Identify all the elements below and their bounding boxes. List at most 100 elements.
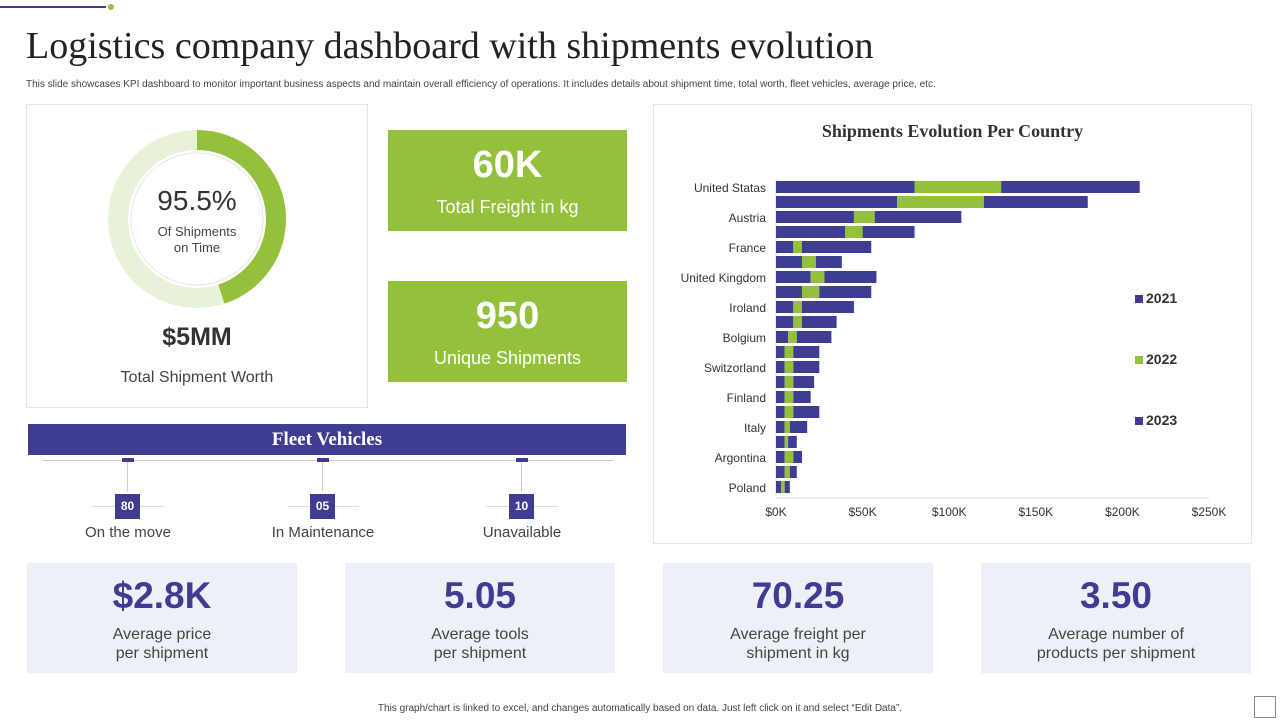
bar-2022-row-10 xyxy=(788,331,797,343)
fleet-vehicles-header: Fleet Vehicles xyxy=(28,424,626,455)
kpi-label-line2: per shipment xyxy=(433,645,527,662)
kpi-label-line2: per shipment xyxy=(115,645,209,662)
on-time-label-line1: Of Shipments xyxy=(157,224,237,239)
bar-2021-row-10 xyxy=(776,331,789,343)
bar-2021-row-13 xyxy=(776,376,785,388)
bar-2021-row-3 xyxy=(776,226,846,238)
legend-label: 2022 xyxy=(1146,351,1177,367)
y-tick-label: Switzorland xyxy=(704,361,766,375)
bar-2022-row-18 xyxy=(784,451,794,463)
y-tick-label: Poland xyxy=(729,481,766,495)
bar-2021-row-16 xyxy=(776,421,785,433)
bar-2021-row-7 xyxy=(776,286,802,298)
on-time-value: 95.5% xyxy=(157,185,237,216)
on-time-card: 95.5% Of Shipments on Time $5MM Total Sh… xyxy=(26,104,368,408)
fleet-count-badge: 05 xyxy=(310,494,335,519)
bar-2023-row-18 xyxy=(793,451,802,463)
x-tick-label: $50K xyxy=(849,505,877,519)
unique-shipments-label: Unique Shipments xyxy=(433,348,582,368)
bar-2023-row-17 xyxy=(788,436,797,448)
bar-2023-row-6 xyxy=(824,271,877,283)
shipments-chart-card: Shipments Evolution Per Country United S… xyxy=(653,104,1252,544)
kpi-label-line1: Average number of xyxy=(1048,626,1184,643)
bar-2022-row-11 xyxy=(784,346,794,358)
on-time-label-line2: on Time xyxy=(173,240,221,255)
legend-label: 2021 xyxy=(1146,290,1177,306)
fleet-connector xyxy=(322,462,323,492)
kpi-average-tools: 5.05 Average tools per shipment xyxy=(345,563,615,673)
bar-2023-row-0 xyxy=(1001,181,1140,193)
bar-2022-row-20 xyxy=(781,481,785,493)
bar-2023-row-8 xyxy=(801,301,854,313)
x-tick-label: $150K xyxy=(1018,505,1053,519)
kpi-label: Average price per shipment xyxy=(27,625,297,663)
kpi-value: $2.8K xyxy=(112,575,212,616)
bar-2023-row-7 xyxy=(819,286,872,298)
bar-2021-row-2 xyxy=(776,211,854,223)
fleet-connector xyxy=(521,462,522,492)
kpi-label-line2: shipment in kg xyxy=(746,645,850,662)
fleet-count-badge: 80 xyxy=(115,494,140,519)
shipment-worth-label: Total Shipment Worth xyxy=(120,369,274,386)
y-tick-label: Iroland xyxy=(729,301,766,315)
bar-2021-row-14 xyxy=(776,391,785,403)
x-tick-label: $200K xyxy=(1105,505,1140,519)
bar-2021-row-17 xyxy=(776,436,785,448)
legend-label: 2023 xyxy=(1146,412,1177,428)
bar-2022-row-17 xyxy=(784,436,789,448)
kpi-average-freight: 70.25 Average freight per shipment in kg xyxy=(663,563,933,673)
bar-2022-row-1 xyxy=(897,196,984,208)
bar-2023-row-12 xyxy=(793,361,820,373)
kpi-label-line1: Average tools xyxy=(431,626,529,643)
bar-2021-row-18 xyxy=(776,451,785,463)
kpi-average-products: 3.50 Average number of products per ship… xyxy=(981,563,1251,673)
donut-arc-on-time xyxy=(196,130,286,304)
unique-shipments-value: 950 xyxy=(475,295,540,337)
bar-2022-row-13 xyxy=(784,376,794,388)
bar-2021-row-11 xyxy=(776,346,785,358)
legend-swatch-2022 xyxy=(1135,356,1143,364)
bar-2022-row-5 xyxy=(801,256,816,268)
fleet-tick xyxy=(122,458,134,462)
bar-2022-row-8 xyxy=(793,301,802,313)
bar-2023-row-10 xyxy=(796,331,832,343)
bar-2021-row-4 xyxy=(776,241,794,253)
bar-2023-row-20 xyxy=(784,481,790,493)
kpi-value: 5.05 xyxy=(443,575,516,616)
kpi-label: Average freight per shipment in kg xyxy=(663,625,933,663)
bar-2023-row-1 xyxy=(983,196,1088,208)
page-subtitle: This slide showcases KPI dashboard to mo… xyxy=(26,79,936,90)
kpi-label-line1: Average freight per xyxy=(730,626,866,643)
on-time-label: Of Shipments on Time xyxy=(27,224,367,256)
bar-2022-row-19 xyxy=(784,466,790,478)
bar-2022-row-3 xyxy=(845,226,863,238)
bar-2021-row-12 xyxy=(776,361,785,373)
kpi-value: 70.25 xyxy=(751,575,845,616)
page-title: Logistics company dashboard with shipmen… xyxy=(26,25,874,67)
y-tick-label: Italy xyxy=(744,421,766,435)
bar-2022-row-7 xyxy=(801,286,820,298)
y-tick-label: United Statas xyxy=(694,181,766,195)
bar-2023-row-3 xyxy=(862,226,915,238)
fleet-count-badge: 10 xyxy=(509,494,534,519)
bar-2023-row-2 xyxy=(874,211,962,223)
bar-2022-row-15 xyxy=(784,406,794,418)
legend-swatch-2023 xyxy=(1135,417,1143,425)
bar-2022-row-6 xyxy=(810,271,825,283)
footer-note: This graph/chart is linked to excel, and… xyxy=(377,703,903,714)
bar-2021-row-5 xyxy=(776,256,802,268)
total-freight-box: 60K Total Freight in kg xyxy=(388,130,627,231)
bar-2021-row-1 xyxy=(776,196,898,208)
y-tick-label: France xyxy=(729,241,767,255)
legend-swatch-2021 xyxy=(1135,295,1143,303)
fleet-label: Unavailable xyxy=(482,524,562,541)
shipments-chart[interactable]: United Statas Austria France United Kingdom… xyxy=(654,105,1251,543)
x-tick-label: $250K xyxy=(1192,505,1227,519)
top-accent-line xyxy=(0,6,106,8)
bar-2021-row-9 xyxy=(776,316,794,328)
slide-corner-box xyxy=(1254,696,1276,718)
bar-2021-row-8 xyxy=(776,301,794,313)
y-tick-label: Finland xyxy=(727,391,766,405)
total-freight-label: Total Freight in kg xyxy=(436,197,579,217)
on-time-donut xyxy=(108,130,286,308)
